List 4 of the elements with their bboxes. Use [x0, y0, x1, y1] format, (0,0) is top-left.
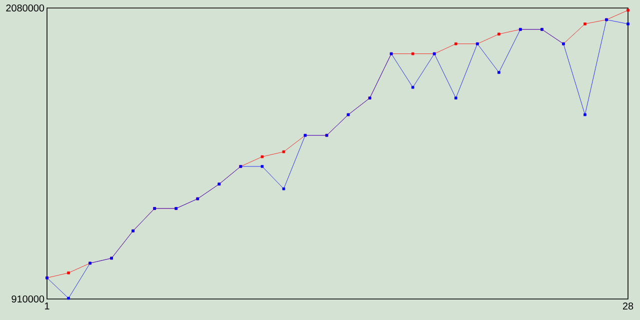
x-tick-label: 28	[622, 302, 634, 310]
x-tick-label: 1	[44, 302, 50, 310]
y-tick-label: 2080000	[6, 4, 44, 12]
y-tick-label: 910000	[12, 295, 44, 303]
